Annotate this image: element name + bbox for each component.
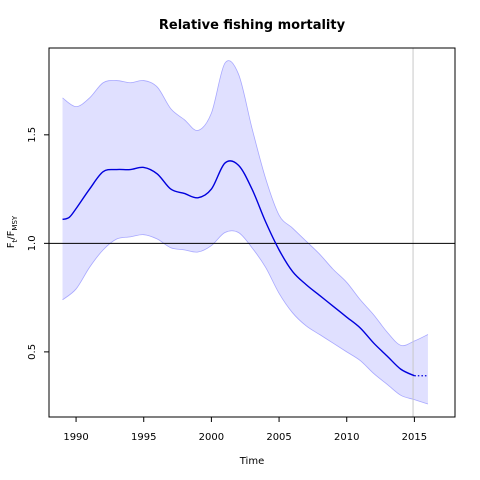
y-axis-label: Ft/FMSY [6,215,19,248]
plot-frame [48,47,456,418]
upper-bound-line [62,60,429,347]
y-tick-label-1.5: 1.5 [27,127,38,143]
x-tick-label-1990: 1990 [63,432,88,443]
x-tick-label-2000: 2000 [199,432,224,443]
plot-layer [49,48,455,417]
y-axis-label-base: F [6,242,17,248]
y-tick-label-1: 1.0 [27,235,38,251]
estimate-line [62,160,415,377]
chart-title: Relative fishing mortality [159,18,346,33]
y-axis-label-sep: /F [6,230,17,239]
x-tick-label-1995: 1995 [131,432,156,443]
y-tick-label-0.5: 0.5 [27,344,38,360]
y-axis-label-sub1: t [11,239,19,242]
x-axis-label: Time [239,456,264,467]
x-tick-label-2015: 2015 [402,432,427,443]
ticks-layer: 1990 1995 2000 2005 2010 2015 0.5 1.0 1.5 [27,127,427,443]
x-tick-label-2005: 2005 [266,432,291,443]
confidence-band [62,60,428,404]
x-tick-label-2010: 2010 [334,432,359,443]
lower-bound-line [62,230,429,405]
y-axis-label-sub2: MSY [11,215,19,230]
